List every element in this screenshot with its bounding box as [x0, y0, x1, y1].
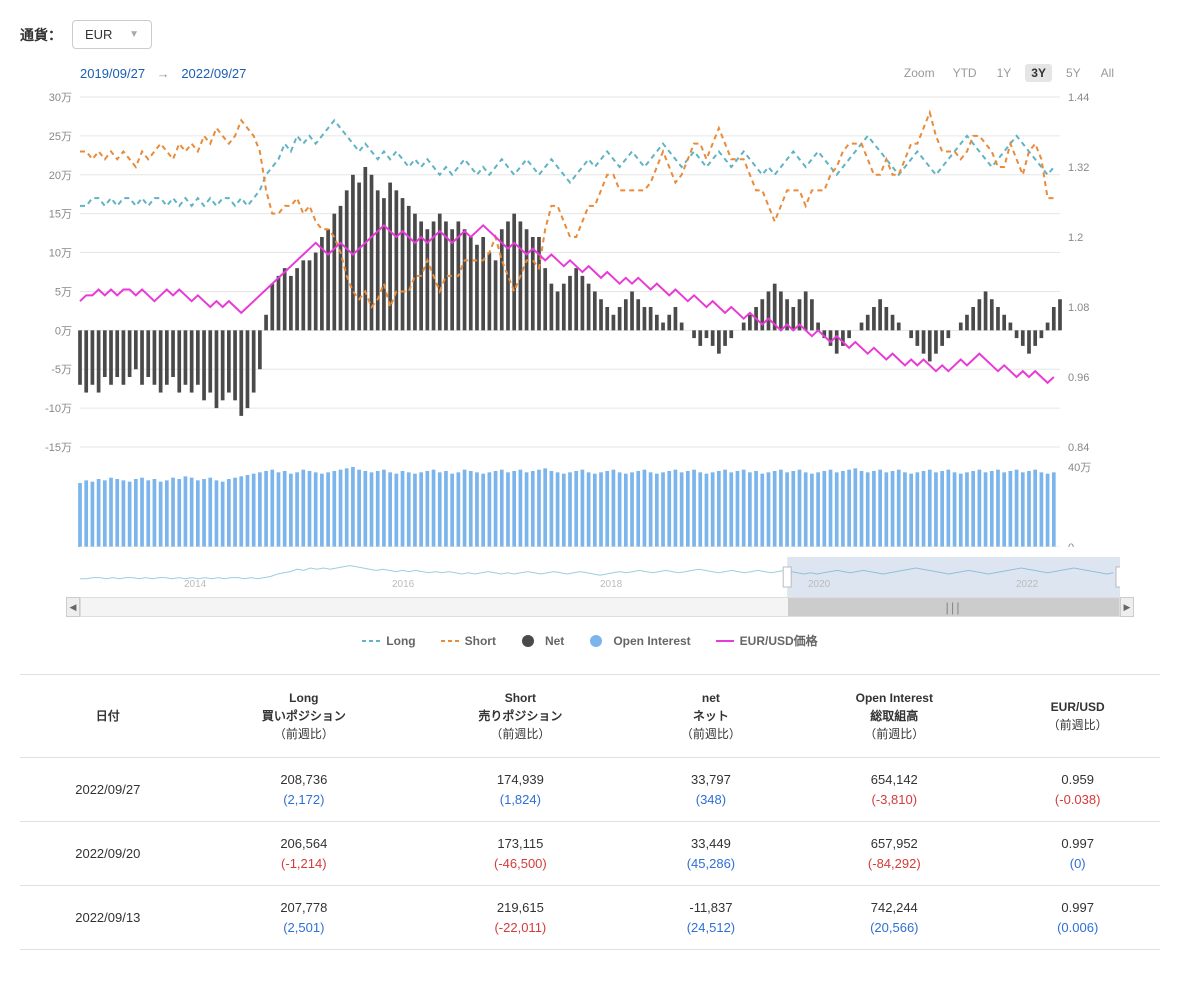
svg-text:-5万: -5万 [51, 364, 72, 376]
chevron-down-icon: ▼ [129, 29, 139, 40]
nav-prev-icon[interactable]: ◀ [66, 597, 80, 617]
zoom-buttons: Zoom YTD 1Y 3Y 5Y All [904, 64, 1120, 82]
col-header: Open Interest総取組高（前週比） [793, 675, 995, 758]
svg-text:25万: 25万 [49, 131, 72, 143]
legend-item[interactable]: Net [521, 634, 564, 648]
currency-label: 通貨： [20, 25, 62, 45]
legend-item[interactable]: Long [362, 634, 415, 648]
svg-text:40万: 40万 [1068, 462, 1091, 474]
table-row: 2022/09/20206,564(-1,214)173,115(-46,500… [20, 822, 1160, 886]
zoom-all[interactable]: All [1095, 64, 1120, 82]
date-from[interactable]: 2019/09/27 [80, 66, 145, 81]
svg-text:2018: 2018 [600, 579, 623, 590]
svg-text:0: 0 [1068, 542, 1074, 547]
svg-text:2016: 2016 [392, 579, 415, 590]
legend: Long Short Net Open Interest EUR/USD価格 [20, 617, 1160, 664]
col-header: Long買いポジション（前週比） [196, 675, 413, 758]
col-header: netネット（前週比） [629, 675, 794, 758]
legend-item[interactable]: EUR/USD価格 [716, 632, 818, 649]
nav-scrollbar[interactable]: ||| [80, 597, 1120, 617]
zoom-label: Zoom [904, 66, 935, 80]
arrow-icon: → [157, 66, 170, 81]
svg-text:10万: 10万 [49, 248, 72, 260]
table-row: 2022/09/27208,736(2,172)174,939(1,824)33… [20, 758, 1160, 822]
svg-text:1.44: 1.44 [1068, 92, 1089, 104]
data-table: 日付Long買いポジション（前週比）Short売りポジション（前週比）netネッ… [20, 674, 1160, 950]
date-range: 2019/09/27 → 2022/09/27 [80, 66, 246, 81]
svg-text:0.84: 0.84 [1068, 442, 1089, 454]
svg-text:2020: 2020 [808, 579, 831, 590]
nav-next-icon[interactable]: ▶ [1120, 597, 1134, 617]
svg-text:1.08: 1.08 [1068, 302, 1089, 314]
svg-text:0万: 0万 [55, 325, 72, 337]
currency-select[interactable]: EUR ▼ [72, 20, 152, 49]
main-chart[interactable]: -15万 -10万 -5万 0万 5万 10万 15万 20万 25万 30万 0.84 0.96 1.… [20, 87, 1120, 547]
zoom-ytd[interactable]: YTD [947, 64, 983, 82]
svg-text:-15万: -15万 [45, 442, 72, 454]
svg-text:1.32: 1.32 [1068, 162, 1089, 174]
date-to[interactable]: 2022/09/27 [181, 66, 246, 81]
svg-text:2014: 2014 [184, 579, 207, 590]
zoom-5y[interactable]: 5Y [1060, 64, 1087, 82]
svg-text:15万: 15万 [49, 209, 72, 221]
svg-text:0.96: 0.96 [1068, 372, 1089, 384]
svg-text:5万: 5万 [55, 286, 72, 298]
zoom-3y[interactable]: 3Y [1025, 64, 1052, 82]
legend-item[interactable]: Short [441, 634, 496, 648]
legend-item[interactable]: Open Interest [589, 634, 690, 648]
navigator[interactable]: 20142016201820202022 ◀ ▶ ||| [80, 557, 1120, 617]
svg-text:30万: 30万 [49, 92, 72, 104]
col-header: 日付 [20, 675, 196, 758]
svg-text:20万: 20万 [49, 170, 72, 182]
zoom-1y[interactable]: 1Y [991, 64, 1018, 82]
col-header: EUR/USD（前週比） [995, 675, 1160, 758]
currency-value: EUR [85, 27, 112, 42]
col-header: Short売りポジション（前週比） [412, 675, 629, 758]
svg-text:-10万: -10万 [45, 403, 72, 415]
table-row: 2022/09/13207,778(2,501)219,615(-22,011)… [20, 886, 1160, 950]
svg-text:1.2: 1.2 [1068, 232, 1083, 244]
svg-text:2022: 2022 [1016, 579, 1039, 590]
